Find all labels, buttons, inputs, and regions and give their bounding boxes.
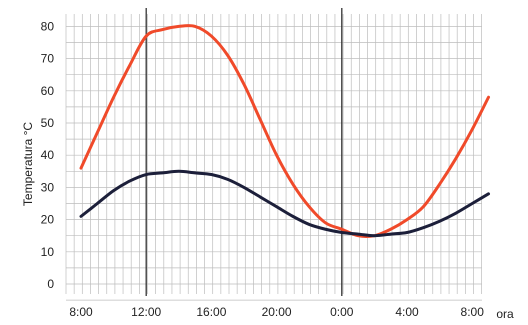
y-tick-label: 30 bbox=[41, 180, 55, 194]
y-axis-label: Temperatura °C bbox=[21, 122, 35, 206]
y-tick-label: 0 bbox=[47, 277, 54, 291]
x-tick-label: 4:00 bbox=[395, 305, 419, 319]
x-tick-label: 0:00 bbox=[330, 305, 354, 319]
y-tick-label: 40 bbox=[41, 148, 55, 162]
series-lines bbox=[79, 24, 490, 239]
x-tick-labels: 8:00 12:00 16:00 20:00 0:00 4:00 8:00 bbox=[69, 305, 484, 319]
vertical-markers bbox=[145, 8, 343, 296]
y-tick-label: 20 bbox=[41, 213, 55, 227]
y-tick-labels: 0 10 20 30 40 50 60 70 80 bbox=[41, 19, 55, 291]
x-tick-label: 16:00 bbox=[196, 305, 226, 319]
x-tick-label: 12:00 bbox=[131, 305, 161, 319]
y-tick-label: 50 bbox=[41, 116, 55, 130]
x-tick-label: 20:00 bbox=[262, 305, 292, 319]
x-axis-label: ora bbox=[496, 307, 514, 321]
x-tick-label: 8:00 bbox=[461, 305, 485, 319]
grid bbox=[65, 14, 482, 301]
series-line-2 bbox=[79, 169, 490, 238]
y-tick-label: 60 bbox=[41, 84, 55, 98]
series-line-1 bbox=[79, 24, 490, 239]
y-tick-label: 10 bbox=[41, 245, 55, 259]
y-tick-label: 80 bbox=[41, 19, 55, 33]
x-tick-label: 8:00 bbox=[69, 305, 93, 319]
y-tick-label: 70 bbox=[41, 52, 55, 66]
